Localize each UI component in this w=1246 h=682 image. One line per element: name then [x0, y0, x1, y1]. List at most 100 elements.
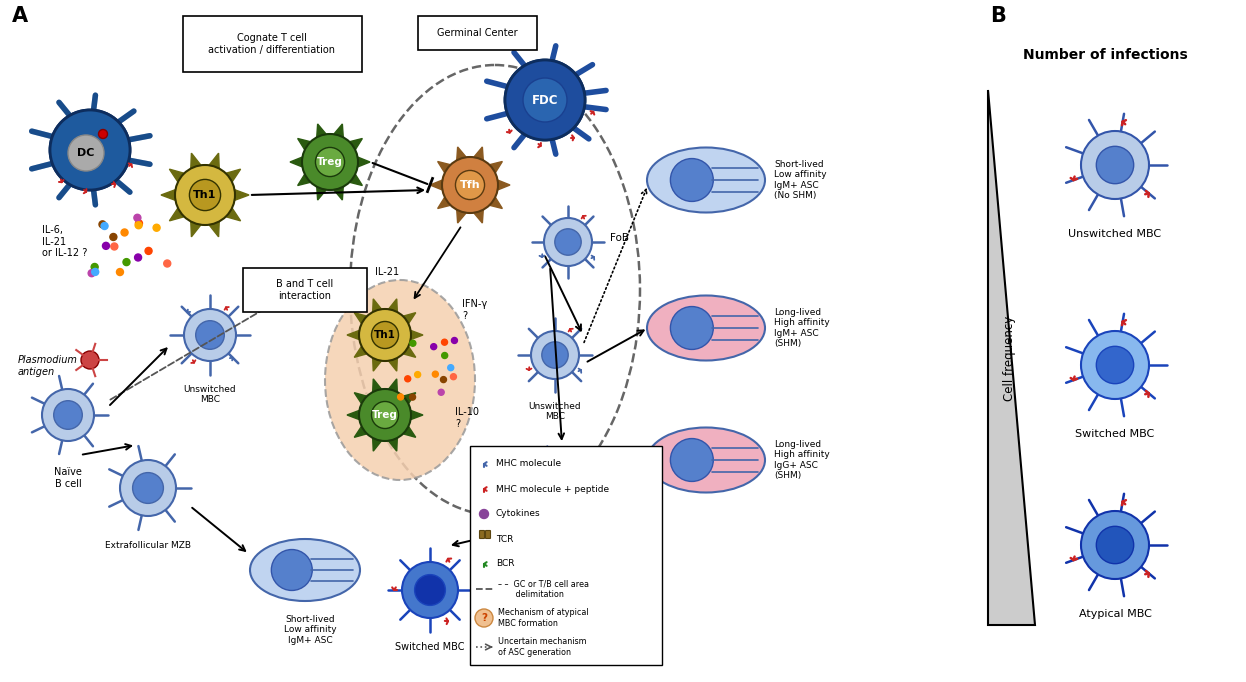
- Text: MHC molecule: MHC molecule: [496, 460, 561, 469]
- Circle shape: [302, 134, 358, 190]
- Text: Extrafollicular MZB: Extrafollicular MZB: [105, 541, 191, 550]
- Polygon shape: [497, 180, 510, 190]
- Polygon shape: [402, 312, 416, 324]
- Polygon shape: [169, 169, 184, 182]
- Polygon shape: [354, 426, 368, 437]
- Circle shape: [132, 473, 163, 503]
- Polygon shape: [411, 411, 422, 419]
- Circle shape: [441, 353, 447, 359]
- Text: TCR: TCR: [496, 535, 513, 544]
- Text: FDC: FDC: [532, 93, 558, 106]
- Text: FoB: FoB: [611, 233, 629, 243]
- Polygon shape: [373, 358, 381, 371]
- Text: Plasmodium
antigen: Plasmodium antigen: [17, 355, 77, 376]
- FancyBboxPatch shape: [480, 531, 485, 539]
- Circle shape: [102, 242, 110, 250]
- Circle shape: [120, 460, 176, 516]
- Text: Cognate T cell
activation / differentiation: Cognate T cell activation / differentiat…: [208, 33, 335, 55]
- Text: Long-lived
High affinity
IgG+ ASC
(SHM): Long-lived High affinity IgG+ ASC (SHM): [774, 440, 830, 480]
- Text: – –  GC or T/B cell area
       delimitation: – – GC or T/B cell area delimitation: [498, 579, 589, 599]
- Text: Cytokines: Cytokines: [496, 509, 541, 518]
- Circle shape: [670, 158, 713, 201]
- Polygon shape: [346, 330, 359, 340]
- Polygon shape: [402, 426, 416, 437]
- Circle shape: [415, 575, 445, 606]
- Text: Unswitched MBC: Unswitched MBC: [1068, 229, 1161, 239]
- Circle shape: [456, 170, 485, 200]
- Circle shape: [441, 339, 447, 345]
- Circle shape: [50, 110, 130, 190]
- Circle shape: [545, 218, 592, 266]
- Polygon shape: [358, 157, 370, 167]
- Text: DC: DC: [77, 148, 95, 158]
- Circle shape: [475, 609, 493, 627]
- Polygon shape: [354, 393, 368, 404]
- Polygon shape: [402, 393, 416, 404]
- Circle shape: [531, 331, 579, 379]
- Circle shape: [1082, 331, 1149, 399]
- Text: Atypical MBC: Atypical MBC: [1079, 609, 1151, 619]
- Circle shape: [272, 550, 313, 591]
- Polygon shape: [373, 379, 381, 392]
- Circle shape: [525, 473, 556, 503]
- Text: Unswitched
MBC: Unswitched MBC: [183, 385, 237, 404]
- Polygon shape: [389, 379, 397, 392]
- Circle shape: [133, 214, 141, 221]
- Circle shape: [371, 321, 399, 349]
- Polygon shape: [473, 147, 483, 160]
- Text: Naïve
B cell: Naïve B cell: [54, 467, 82, 488]
- Circle shape: [101, 222, 108, 230]
- Text: BCR: BCR: [496, 559, 515, 569]
- Polygon shape: [191, 222, 201, 237]
- Polygon shape: [334, 187, 344, 200]
- Circle shape: [123, 258, 130, 265]
- Circle shape: [442, 157, 498, 213]
- Polygon shape: [389, 358, 397, 371]
- Polygon shape: [437, 162, 451, 173]
- Circle shape: [136, 220, 142, 227]
- Text: B: B: [991, 6, 1006, 26]
- Text: ?: ?: [481, 613, 487, 623]
- Text: Th1: Th1: [374, 330, 396, 340]
- Circle shape: [554, 228, 581, 255]
- Polygon shape: [457, 209, 466, 223]
- Text: Short-lived
Low affinity
IgM+ ASC: Short-lived Low affinity IgM+ ASC: [284, 615, 336, 644]
- Text: Switched MBC: Switched MBC: [395, 642, 465, 652]
- Polygon shape: [349, 138, 363, 150]
- Ellipse shape: [647, 295, 765, 361]
- Polygon shape: [490, 197, 502, 209]
- Circle shape: [121, 229, 128, 236]
- Text: Tfh: Tfh: [460, 180, 480, 190]
- Ellipse shape: [647, 428, 765, 492]
- Circle shape: [410, 394, 415, 400]
- Circle shape: [523, 78, 567, 122]
- Circle shape: [432, 371, 439, 377]
- Circle shape: [111, 243, 118, 250]
- Polygon shape: [234, 190, 249, 201]
- Text: Uncertain mechanism
of ASC generation: Uncertain mechanism of ASC generation: [498, 637, 587, 657]
- Circle shape: [451, 338, 457, 344]
- Circle shape: [145, 248, 152, 254]
- Circle shape: [189, 179, 221, 211]
- Polygon shape: [349, 174, 363, 186]
- Polygon shape: [316, 187, 326, 200]
- Text: IL-6,
IL-21
or IL-12 ?: IL-6, IL-21 or IL-12 ?: [42, 225, 87, 258]
- Circle shape: [196, 321, 224, 349]
- Polygon shape: [389, 299, 397, 312]
- Circle shape: [359, 309, 411, 361]
- Polygon shape: [457, 147, 466, 160]
- Polygon shape: [191, 153, 201, 168]
- Text: Switched MBC: Switched MBC: [1075, 429, 1155, 439]
- Text: Germinal Center: Germinal Center: [436, 28, 517, 38]
- Circle shape: [98, 221, 106, 228]
- Polygon shape: [290, 157, 303, 167]
- FancyBboxPatch shape: [243, 268, 368, 312]
- FancyBboxPatch shape: [470, 446, 662, 665]
- Ellipse shape: [325, 280, 475, 480]
- Circle shape: [174, 165, 235, 225]
- Circle shape: [135, 254, 142, 261]
- Circle shape: [451, 374, 456, 380]
- Text: Mechanism of atypical
MBC formation: Mechanism of atypical MBC formation: [498, 608, 588, 627]
- Polygon shape: [334, 124, 344, 137]
- Polygon shape: [346, 411, 359, 419]
